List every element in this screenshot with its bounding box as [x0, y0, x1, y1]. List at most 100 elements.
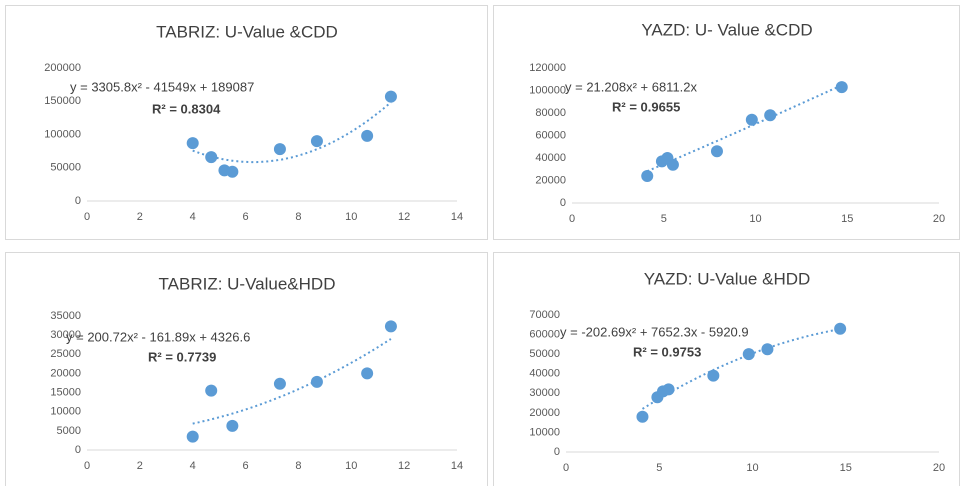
y-tick-label: 70000 [529, 309, 560, 321]
trendline [646, 84, 843, 173]
panel [493, 5, 960, 240]
y-tick-label: 100000 [529, 84, 566, 96]
x-tick-label: 0 [84, 211, 90, 223]
y-tick-label: 50000 [529, 348, 560, 360]
point [205, 151, 218, 164]
point [834, 322, 847, 335]
trend-equation: y = 21.208x² + 6811.2x [565, 79, 698, 94]
y-tick-label: 80000 [535, 107, 566, 119]
point [707, 369, 720, 382]
y-tick-label: 30000 [529, 387, 560, 399]
point [745, 113, 758, 126]
y-tick-label: 5000 [57, 425, 81, 437]
x-tick-label: 20 [933, 213, 945, 225]
point [226, 419, 239, 432]
point [273, 377, 286, 390]
y-tick-label: 10000 [50, 406, 81, 418]
y-tick-label: 10000 [529, 426, 560, 438]
y-tick-label: 0 [75, 444, 81, 456]
x-tick-label: 4 [190, 460, 196, 472]
y-tick-label: 40000 [535, 152, 566, 164]
x-tick-label: 6 [243, 460, 249, 472]
y-tick-label: 60000 [535, 129, 566, 141]
y-tick-label: 20000 [535, 174, 566, 186]
x-tick-label: 10 [345, 460, 357, 472]
y-tick-label: 100000 [44, 128, 81, 140]
x-tick-label: 0 [569, 213, 575, 225]
x-tick-label: 14 [451, 211, 463, 223]
y-tick-label: 0 [554, 446, 560, 458]
point [226, 165, 239, 178]
x-tick-label: 0 [84, 460, 90, 472]
chart-title: YAZD: U- Value &CDD [641, 20, 812, 39]
point [710, 145, 723, 158]
y-tick-label: 50000 [50, 162, 81, 174]
x-tick-label: 10 [746, 462, 758, 474]
r-squared: R² = 0.8304 [152, 101, 221, 116]
x-tick-label: 5 [656, 462, 662, 474]
y-tick-label: 0 [560, 197, 566, 209]
r-squared: R² = 0.7739 [148, 349, 216, 364]
point [384, 90, 397, 103]
trendline [641, 328, 841, 410]
x-tick-label: 2 [137, 460, 143, 472]
point [636, 410, 649, 423]
point [310, 135, 323, 148]
y-tick-label: 0 [75, 195, 81, 207]
point [761, 343, 774, 356]
point [361, 129, 374, 142]
trend-equation: y = -202.69x² + 7652.3x - 5920.9 [560, 324, 749, 339]
x-tick-label: 6 [243, 211, 249, 223]
y-tick-label: 60000 [529, 328, 560, 340]
x-tick-label: 20 [933, 462, 945, 474]
point [186, 137, 199, 150]
point [641, 170, 654, 182]
point [186, 430, 199, 443]
y-tick-label: 35000 [50, 310, 81, 322]
y-tick-label: 20000 [529, 407, 560, 419]
y-tick-label: 20000 [50, 367, 81, 379]
x-tick-label: 14 [451, 460, 463, 472]
panel [5, 252, 488, 486]
chart-title: TABRIZ: U-Value&HDD [159, 274, 336, 293]
point [273, 143, 286, 156]
point [361, 367, 374, 380]
point [666, 158, 679, 171]
trend-equation: y = 200.72x² - 161.89x + 4326.6 [66, 329, 250, 344]
x-tick-label: 15 [841, 213, 853, 225]
y-tick-label: 25000 [50, 348, 81, 360]
x-tick-label: 8 [295, 211, 301, 223]
point [742, 348, 755, 361]
y-tick-label: 120000 [529, 62, 566, 74]
x-tick-label: 15 [840, 462, 852, 474]
x-tick-label: 12 [398, 211, 410, 223]
y-tick-label: 15000 [50, 386, 81, 398]
x-tick-label: 2 [137, 211, 143, 223]
trendline [192, 101, 392, 164]
r-squared: R² = 0.9753 [633, 344, 701, 359]
y-tick-label: 40000 [529, 368, 560, 380]
trend-equation: y = 3305.8x² - 41549x + 189087 [70, 79, 254, 94]
x-tick-label: 10 [749, 213, 761, 225]
y-tick-label: 150000 [44, 95, 81, 107]
chart-title: TABRIZ: U-Value &CDD [156, 22, 338, 41]
point [662, 383, 675, 396]
y-tick-label: 200000 [44, 62, 81, 74]
point [310, 375, 323, 388]
point [835, 81, 848, 94]
r-squared: R² = 0.9655 [612, 99, 680, 114]
x-tick-label: 0 [563, 462, 569, 474]
y-tick-label: 30000 [50, 329, 81, 341]
point [764, 109, 777, 122]
x-tick-label: 12 [398, 460, 410, 472]
x-tick-label: 5 [661, 213, 667, 225]
chart-title: YAZD: U-Value &HDD [644, 269, 811, 288]
point [205, 384, 218, 397]
point [384, 320, 397, 333]
panel [493, 252, 960, 486]
x-tick-label: 4 [190, 211, 196, 223]
panel [5, 5, 488, 240]
x-tick-label: 10 [345, 211, 357, 223]
x-tick-label: 8 [295, 460, 301, 472]
